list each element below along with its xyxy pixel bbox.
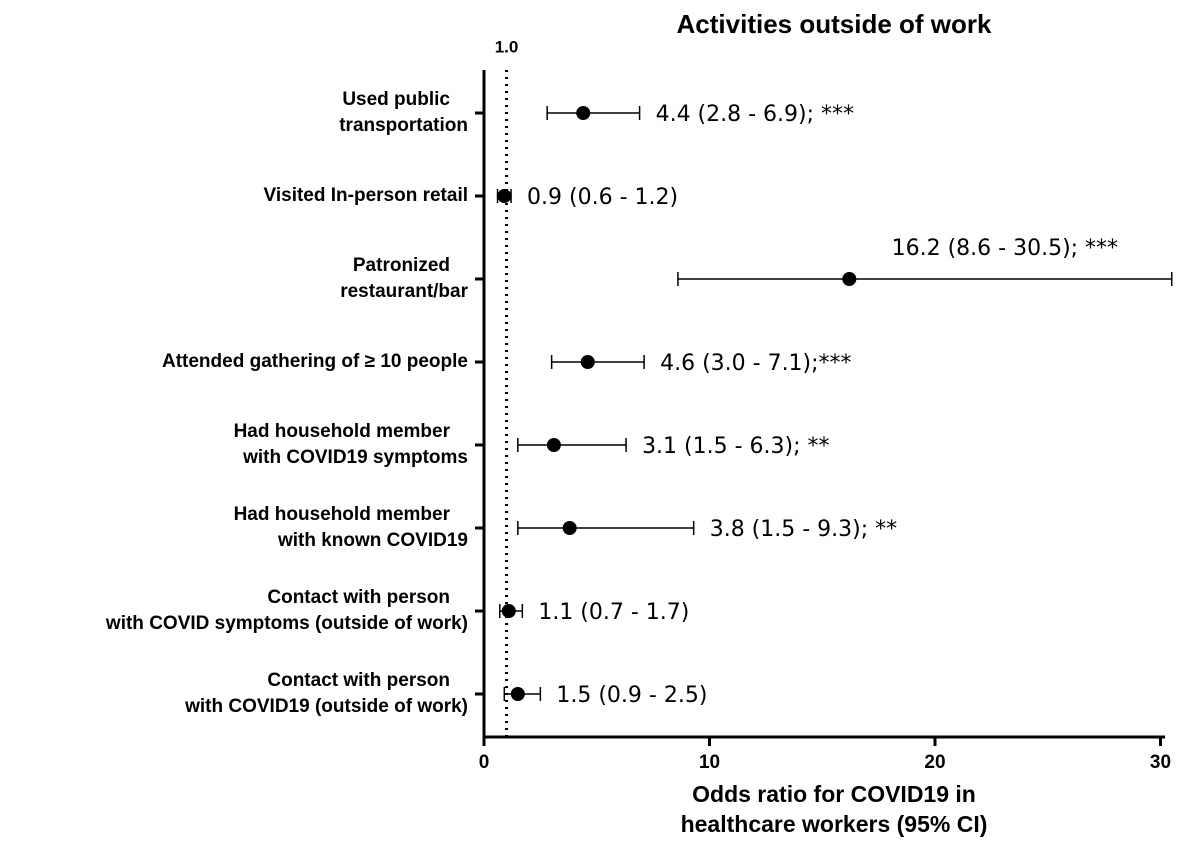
point (576, 106, 591, 120)
x-tick-label: 0 (479, 752, 490, 773)
y-tick-label: Visited In-person retail (264, 185, 468, 206)
value-label: 0.9 (0.6 - 1.2) (527, 185, 678, 210)
point (580, 355, 595, 369)
point (497, 189, 512, 203)
x-tick-label: 10 (699, 752, 720, 773)
point (510, 687, 525, 701)
y-tick-label: transportation (339, 115, 468, 136)
y-tick-label: with COVID symptoms (outside of work) (105, 613, 468, 634)
y-tick-label: Contact with person (267, 670, 450, 691)
value-label: 4.4 (2.8 - 6.9); *** (656, 102, 854, 127)
value-label: 1.1 (0.7 - 1.7) (538, 600, 689, 625)
y-tick-label: Attended gathering of ≥ 10 people (162, 351, 468, 372)
point (842, 272, 857, 286)
y-tick-label: with known COVID19 (277, 530, 468, 551)
y-tick-label: Had household member (234, 504, 451, 525)
point (546, 438, 561, 452)
value-label: 16.2 (8.6 - 30.5); *** (892, 236, 1118, 261)
y-tick-label: Had household member (234, 421, 451, 442)
y-tick-label: Patronized (353, 255, 450, 276)
y-tick-label: restaurant/bar (340, 281, 468, 302)
y-tick-label: with COVID19 symptoms (242, 447, 468, 468)
reference-label: 1.0 (495, 37, 519, 56)
x-tick-label: 20 (924, 752, 945, 773)
point (562, 521, 577, 535)
y-tick-label: with COVID19 (outside of work) (184, 696, 468, 717)
y-tick-label: Contact with person (267, 587, 450, 608)
x-axis-label: Odds ratio for COVID19 in (692, 781, 976, 807)
x-tick-label: 30 (1150, 752, 1171, 773)
value-label: 3.8 (1.5 - 9.3); ** (710, 517, 897, 542)
value-label: 3.1 (1.5 - 6.3); ** (642, 434, 829, 459)
chart-title: Activities outside of work (677, 9, 992, 39)
x-axis-label: healthcare workers (95% CI) (681, 811, 988, 837)
y-tick-label: Used public (342, 89, 450, 110)
value-label: 4.6 (3.0 - 7.1);*** (660, 351, 851, 376)
value-label: 1.5 (0.9 - 2.5) (556, 683, 707, 708)
point (501, 604, 516, 618)
